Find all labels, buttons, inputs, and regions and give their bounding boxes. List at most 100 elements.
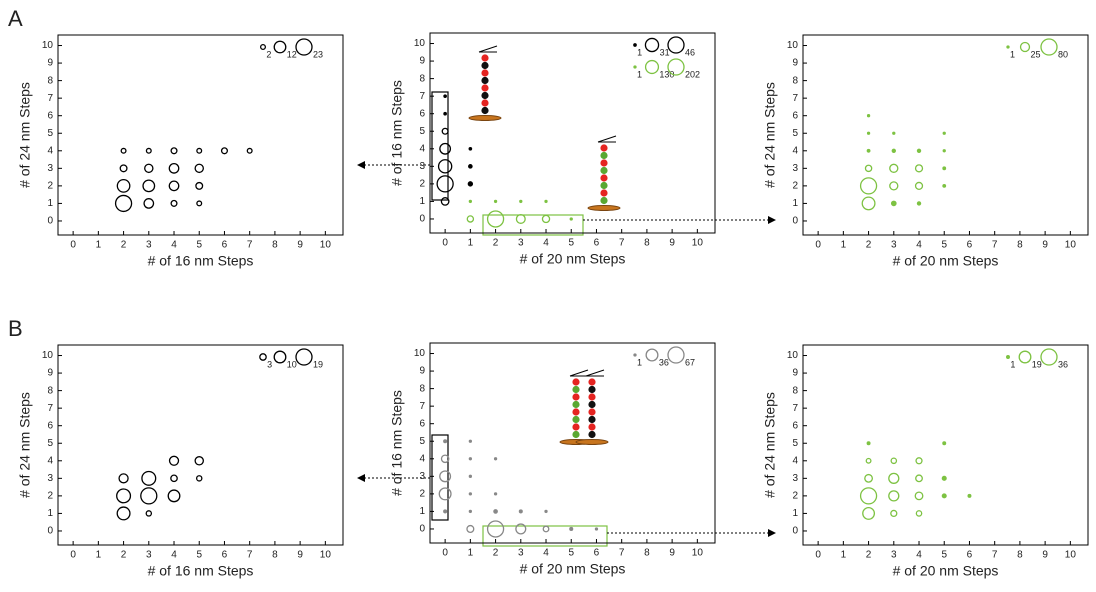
bead (600, 174, 608, 182)
bubble (120, 147, 127, 154)
x-tick-label: 7 (992, 550, 998, 561)
y-tick-label: 7 (792, 93, 798, 104)
y-tick-label: 7 (47, 403, 53, 414)
x-tick-label: 7 (619, 548, 625, 559)
y-tick-label: 2 (47, 181, 53, 192)
bubble (544, 199, 548, 204)
bead (481, 61, 489, 70)
y-axis-title: # of 24 nm Steps (17, 392, 33, 498)
size-legend-marker (259, 43, 267, 51)
x-tick-label: 2 (866, 550, 872, 561)
bubble (916, 148, 922, 153)
x-tick-label: 8 (272, 240, 278, 251)
bubble (866, 441, 871, 446)
y-tick-label: 4 (792, 145, 798, 156)
bubble (468, 146, 473, 151)
size-legend-label: 67 (685, 357, 695, 367)
x-tick-label: 9 (669, 548, 675, 559)
x-tick-label: 1 (841, 240, 847, 251)
y-tick-label: 10 (414, 348, 426, 359)
x-tick-label: 0 (442, 548, 448, 559)
bubble (941, 493, 947, 499)
bead (588, 385, 596, 394)
x-tick-label: 9 (1042, 240, 1048, 251)
bubble (890, 200, 897, 207)
bead (600, 196, 608, 205)
x-tick-label: 1 (96, 550, 102, 561)
y-tick-label: 6 (47, 420, 53, 431)
y-tick-label: 2 (792, 181, 798, 192)
bubble (116, 178, 131, 193)
size-legend-label: 1 (637, 357, 642, 367)
bubble (196, 147, 203, 154)
size-legend-marker (633, 65, 637, 69)
size-legend-label: 2 (266, 49, 271, 59)
x-tick-label: 3 (891, 550, 897, 561)
y-tick-label: 3 (419, 161, 425, 172)
bubble (439, 142, 452, 155)
y-tick-label: 2 (419, 179, 425, 190)
y-tick-label: 4 (47, 145, 53, 156)
bubble (569, 526, 574, 531)
bead (600, 151, 608, 160)
y-tick-label: 6 (47, 110, 53, 121)
bead (600, 189, 608, 197)
bead (481, 76, 489, 85)
x-tick-label: 8 (644, 238, 650, 249)
bubble (866, 131, 871, 135)
y-tick-label: 8 (419, 73, 425, 84)
y-tick-label: 1 (792, 198, 798, 209)
bead (572, 408, 580, 416)
bubble (437, 159, 453, 174)
bubble (861, 196, 876, 211)
x-tick-label: 2 (493, 238, 499, 249)
bubble (493, 457, 498, 461)
y-tick-label: 3 (792, 163, 798, 174)
bubble (440, 454, 450, 464)
bubble (118, 473, 129, 484)
y-tick-label: 10 (787, 350, 799, 361)
bubble (890, 457, 898, 465)
bead (600, 181, 608, 190)
bubble (914, 164, 924, 173)
x-tick-label: 2 (866, 240, 872, 251)
bubble (864, 473, 873, 483)
x-tick-label: 8 (1017, 550, 1023, 561)
bead (588, 378, 596, 386)
y-tick-label: 5 (792, 128, 798, 139)
x-tick-label: 0 (70, 550, 76, 561)
bead (588, 393, 596, 401)
bead (572, 423, 580, 431)
size-legend-label: 25 (1030, 49, 1040, 59)
bubble (866, 114, 871, 118)
size-legend-label: 36 (659, 357, 669, 367)
x-tick-label: 6 (222, 240, 228, 251)
bead (572, 378, 580, 386)
x-tick-label: 5 (941, 240, 947, 251)
y-tick-label: 3 (47, 163, 53, 174)
x-tick-label: 5 (196, 550, 202, 561)
bubble (519, 199, 523, 204)
bubble (541, 214, 551, 224)
bead-illustrations (468, 45, 621, 445)
y-tick-label: 8 (419, 383, 425, 394)
y-tick-label: 9 (792, 58, 798, 69)
size-legend-label: 1 (637, 69, 642, 79)
x-tick-label: 0 (815, 240, 821, 251)
x-tick-label: 9 (1042, 550, 1048, 561)
y-tick-label: 5 (47, 438, 53, 449)
size-legend-marker (1018, 350, 1032, 364)
bubble (194, 163, 204, 174)
bead (588, 430, 596, 439)
x-tick-label: 6 (967, 550, 973, 561)
bubble (889, 163, 899, 173)
x-tick-label: 4 (916, 550, 922, 561)
panel-label: A (8, 6, 23, 31)
y-tick-label: 10 (787, 40, 799, 51)
size-legend-label: 46 (685, 47, 695, 57)
x-tick-label: 7 (619, 238, 625, 249)
y-tick-label: 7 (47, 93, 53, 104)
y-tick-label: 4 (419, 453, 425, 464)
y-tick-label: 9 (792, 368, 798, 379)
